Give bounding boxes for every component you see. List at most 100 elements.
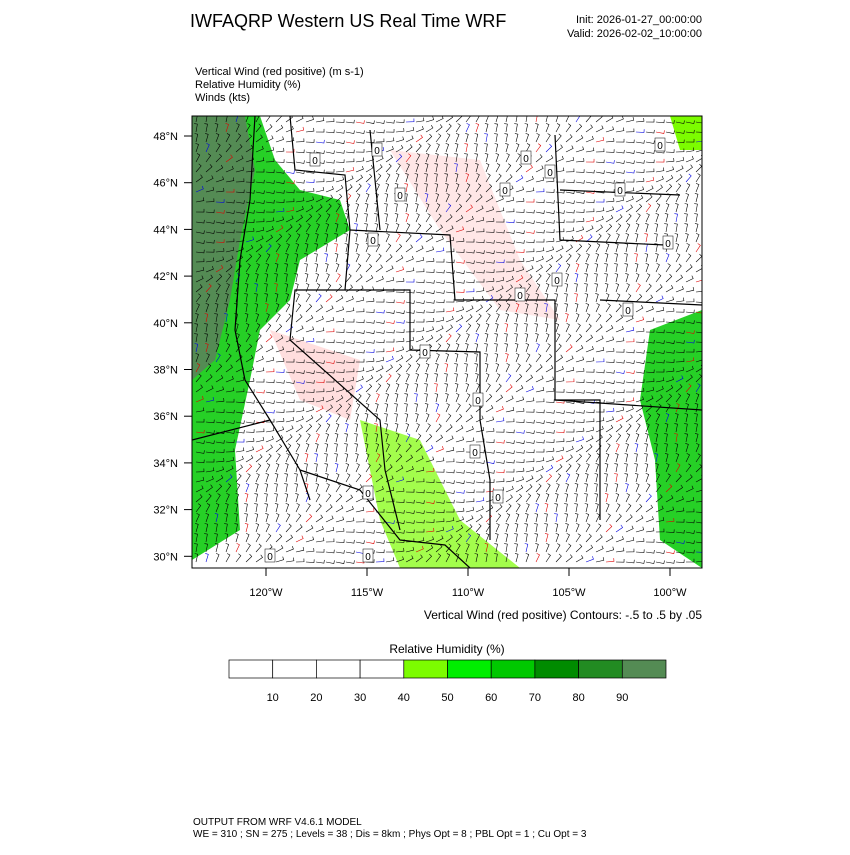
wind-barb [345, 340, 355, 344]
wind-barb [534, 303, 539, 313]
wind-barb [675, 403, 680, 413]
wind-barb [645, 194, 653, 203]
wind-barb [525, 116, 528, 123]
wind-barb [205, 303, 210, 313]
wind-barb [335, 193, 343, 203]
wind-barb [665, 540, 675, 544]
wind-barb [355, 130, 365, 134]
wind-barb [375, 474, 383, 483]
wind-barb [645, 140, 655, 144]
wind-barb [464, 373, 469, 383]
wind-barb [655, 119, 665, 124]
wind-barb [274, 293, 279, 303]
wind-barb [485, 439, 495, 443]
wind-barb [675, 297, 685, 303]
wind-barb [484, 353, 488, 363]
wind-barb [315, 559, 325, 564]
wind-barb [335, 317, 345, 323]
wind-barb [265, 345, 274, 353]
wind-barb [225, 220, 235, 224]
wind-barb [275, 243, 281, 253]
wind-barb [275, 463, 280, 473]
wind-barb [195, 153, 201, 163]
wind-barb [315, 233, 319, 243]
wind-barb [225, 543, 230, 553]
wind-barb [615, 149, 625, 154]
wind-barb [285, 180, 295, 184]
wind-barb [535, 229, 545, 234]
wind-barb [215, 133, 220, 143]
wind-barb [594, 493, 598, 503]
wind-barb [195, 476, 205, 483]
wind-barb [225, 199, 235, 204]
wind-barb [535, 247, 545, 253]
wind-barb [505, 275, 514, 283]
wind-barb [255, 200, 265, 204]
wind-barb [225, 154, 233, 163]
wind-barb [595, 380, 605, 384]
wind-barb [305, 525, 314, 533]
wind-barb [304, 263, 308, 273]
wind-barb [425, 246, 434, 253]
contour-label: 0 [374, 146, 380, 157]
wind-barb [275, 380, 285, 384]
wind-barb [684, 423, 688, 433]
wind-barb [615, 453, 619, 463]
wind-barb [395, 128, 405, 133]
wind-barb [605, 336, 615, 343]
wind-barb [375, 453, 381, 463]
wind-barb [695, 233, 700, 243]
wind-barb [425, 468, 435, 473]
wind-barb [444, 153, 449, 163]
wind-barb [375, 403, 379, 413]
wind-barb [395, 337, 405, 343]
wind-barb [485, 533, 490, 543]
wind-barb [685, 558, 695, 563]
wind-barb [305, 116, 314, 123]
wind-barb [355, 529, 365, 534]
wind-barb [385, 310, 395, 314]
wind-barb [605, 149, 615, 153]
wind-barb [495, 417, 505, 423]
wind-barb [365, 349, 375, 353]
wind-barb [615, 536, 624, 543]
wind-barb [535, 503, 539, 513]
wind-barb [675, 253, 681, 263]
wind-barb [325, 316, 335, 323]
wind-barb [565, 419, 575, 424]
wind-barb [515, 353, 520, 363]
wind-barb [255, 463, 262, 473]
lon-label: 120°W [249, 587, 283, 599]
wind-barb [515, 274, 524, 283]
wind-barb [455, 413, 463, 423]
wind-barb [695, 279, 702, 283]
wind-barb [244, 523, 249, 533]
wind-barb [555, 483, 560, 493]
wind-barb [675, 286, 684, 293]
wind-barb [555, 553, 562, 563]
wind-barb [435, 544, 443, 553]
wind-barb [665, 174, 674, 183]
wind-barb [285, 170, 295, 174]
wind-barb [245, 236, 255, 243]
wind-barb [425, 143, 431, 153]
wind-barb [355, 375, 364, 383]
contour-label: 0 [365, 489, 371, 500]
wind-barb [595, 148, 605, 153]
wind-barb [495, 303, 502, 313]
wind-barb [505, 503, 512, 513]
wind-barb [435, 247, 445, 253]
wind-barb [635, 379, 645, 383]
wind-barb [324, 443, 329, 453]
wind-barb [565, 156, 575, 163]
wind-barb [515, 266, 524, 273]
wind-barb [325, 483, 330, 493]
wind-barb [205, 116, 208, 123]
wind-barb [655, 483, 662, 493]
wind-barb [405, 213, 409, 223]
wind-barb [675, 174, 683, 183]
wind-barb [605, 424, 614, 433]
colorbar-box [228, 659, 274, 679]
wind-barb [595, 545, 604, 553]
wind-barb [255, 116, 260, 123]
